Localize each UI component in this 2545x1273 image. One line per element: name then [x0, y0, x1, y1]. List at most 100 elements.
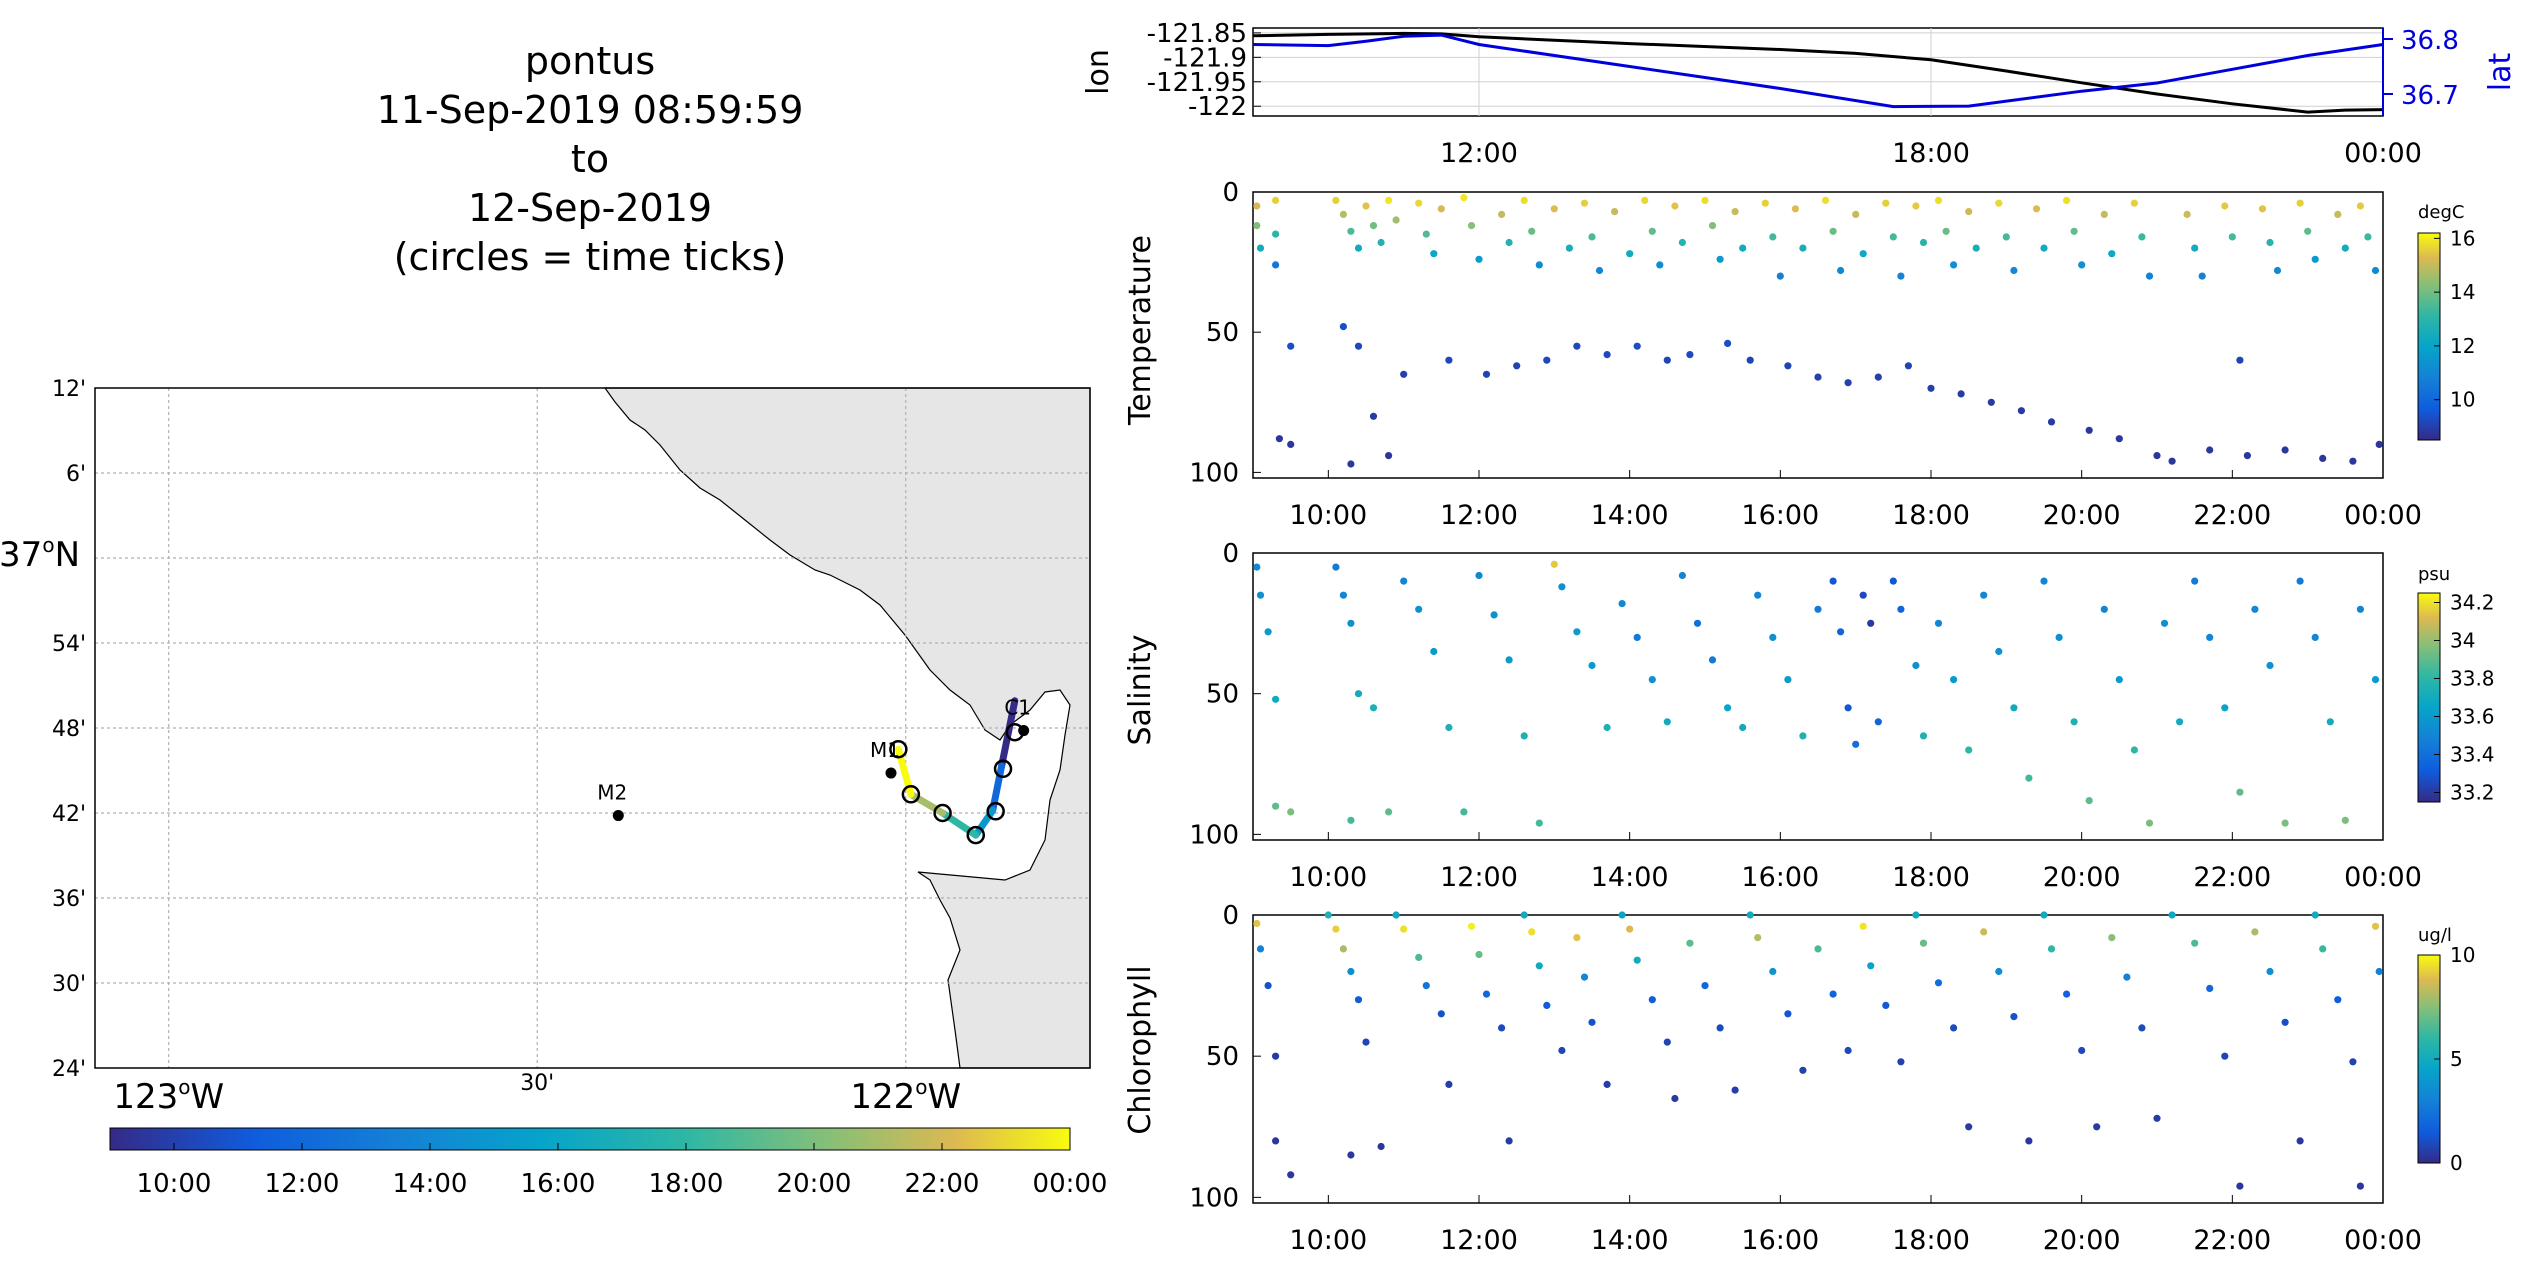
temperature-y-tick-label: 100: [1189, 458, 1239, 488]
salinity-data-point: [1272, 802, 1280, 810]
map-lat-tick-label: 42': [52, 802, 86, 827]
temperature-data-point: [1385, 196, 1393, 204]
salinity-x-tick-label: 22:00: [2193, 862, 2271, 893]
temperature-data-point: [1995, 199, 2003, 207]
chlorophyll-data-point: [2206, 984, 2214, 993]
temperature-data-point: [1369, 412, 1378, 420]
chlorophyll-data-point: [1362, 1038, 1370, 1046]
chlorophyll-x-tick-label: 22:00: [2193, 1225, 2271, 1256]
temperature-data-point: [1761, 199, 1769, 207]
lon-tick-label: -121.85: [1147, 19, 1247, 49]
salinity-data-point: [1693, 619, 1702, 627]
map-lat-tick-label: 36': [52, 887, 86, 912]
hemisphere-letter: W: [928, 1077, 962, 1117]
chlorophyll-data-point: [1731, 1086, 1739, 1094]
chlorophyll-data-point: [2251, 928, 2259, 936]
temperature-data-point: [2236, 356, 2244, 364]
chlorophyll-data-point: [1980, 928, 1988, 936]
temperature-data-point: [1874, 373, 1882, 381]
salinity-data-point: [2145, 819, 2154, 827]
salinity-data-point: [2221, 704, 2229, 712]
temperature-data-point: [2130, 199, 2138, 207]
temperature-data-point: [1272, 196, 1280, 204]
temperature-x-tick-label: 10:00: [1289, 500, 1367, 531]
salinity-data-point: [1430, 647, 1438, 656]
chlorophyll-data-point: [2153, 1114, 2161, 1122]
salinity-data-point: [1332, 563, 1340, 571]
temperature-colorbar-tick-label: 14: [2450, 280, 2475, 304]
chlorophyll-colorbar-unit: ug/l: [2418, 925, 2452, 946]
temperature-data-point: [1708, 222, 1717, 230]
salinity-data-point: [1505, 656, 1513, 664]
temperature-data-point: [1987, 398, 1995, 406]
temperature-data-point: [1799, 244, 1807, 252]
time-colorbar-tick-label: 00:00: [1033, 1169, 1108, 1199]
station-marker: [1018, 725, 1030, 737]
temperature-data-point: [2145, 272, 2154, 280]
lat-axis-label: lat: [2483, 53, 2518, 92]
chlorophyll-data-point: [1377, 1142, 1385, 1151]
chlorophyll-data-point: [1882, 1001, 1890, 1010]
time-tick-circle: [986, 802, 1005, 821]
chlorophyll-data-point: [1769, 967, 1777, 976]
chlorophyll-data-point: [1603, 1080, 1611, 1088]
station-label: C1: [1004, 696, 1031, 720]
chlorophyll-data-point: [1995, 967, 2003, 976]
salinity-data-point: [2010, 704, 2018, 712]
temperature-data-point: [1919, 238, 1928, 247]
map-lat-tick-label: 24': [52, 1057, 86, 1082]
temperature-data-point: [2364, 233, 2372, 241]
salinity-x-tick-label: 16:00: [1741, 862, 1819, 893]
map-lon-tick-label: 123oW: [113, 1075, 224, 1117]
temperature-data-point: [1746, 356, 1754, 364]
temperature-data-point: [2356, 202, 2364, 210]
chlorophyll-data-point: [1535, 962, 1543, 970]
chlorophyll-x-tick-label: 00:00: [2344, 1225, 2422, 1256]
salinity-colorbar-unit: psu: [2418, 564, 2450, 585]
chlorophyll-data-point: [2356, 1182, 2364, 1190]
lonlat-panel: -121.85-121.9-121.95-122 36.836.7 12:00 1…: [1081, 19, 2518, 169]
temperature-plot-frame: [1252, 191, 2384, 479]
hemisphere-letter: W: [190, 1077, 224, 1117]
salinity-data-point: [1844, 704, 1852, 712]
temperature-data-point: [2108, 250, 2116, 258]
temperature-data-point: [1716, 255, 1724, 263]
time-colorbar-tick-label: 16:00: [521, 1169, 596, 1199]
temperature-data-point: [1844, 379, 1852, 387]
temperature-data-point: [2243, 452, 2251, 460]
temperature-data-point: [1611, 208, 1619, 216]
time-colorbar-tick-label: 14:00: [393, 1169, 468, 1199]
temperature-data-point: [1603, 351, 1611, 359]
chlorophyll-plot-frame: [1252, 914, 2384, 1204]
salinity-data-point: [2206, 633, 2214, 642]
temperature-data-point: [1837, 266, 1845, 275]
chlorophyll-data-point: [1543, 1001, 1551, 1010]
chlorophyll-y-tick-label: 100: [1189, 1183, 1239, 1213]
chlorophyll-data-point: [2047, 945, 2056, 953]
salinity-data-point: [2160, 619, 2169, 627]
temperature-data-point: [1253, 202, 1261, 210]
chlorophyll-data-point: [1272, 1052, 1280, 1060]
chlorophyll-data-point: [2334, 996, 2342, 1004]
salinity-data-point: [1739, 723, 1747, 732]
chlorophyll-data-point: [1934, 979, 1943, 987]
temperature-data-point: [2206, 446, 2214, 454]
temperature-data-point: [2349, 457, 2357, 465]
salinity-data-point: [1829, 577, 1837, 585]
chlorophyll-data-point: [1754, 934, 1762, 942]
temperature-data-point: [2100, 210, 2108, 218]
salinity-data-point: [1897, 605, 1905, 613]
chlorophyll-data-point: [2375, 967, 2383, 976]
chlorophyll-data-point: [1573, 934, 1581, 942]
temperature-data-point: [2228, 233, 2236, 241]
salinity-y-tick-label: 50: [1206, 680, 1239, 710]
chlorophyll-data-point: [1648, 996, 1656, 1004]
map-lon-tick-label: 30': [520, 1071, 554, 1096]
temperature-data-point: [2017, 407, 2025, 415]
salinity-data-point: [1799, 732, 1807, 740]
salinity-data-point: [1347, 619, 1355, 627]
temperature-data-point: [2032, 205, 2041, 213]
chlorophyll-y-tick-label: 0: [1222, 901, 1239, 931]
salinity-panel: 0 50 100 10:00 12:00 14:00 16:00 18:00 20:00 22:0…: [1189, 539, 2494, 893]
salinity-data-point: [1708, 656, 1717, 664]
